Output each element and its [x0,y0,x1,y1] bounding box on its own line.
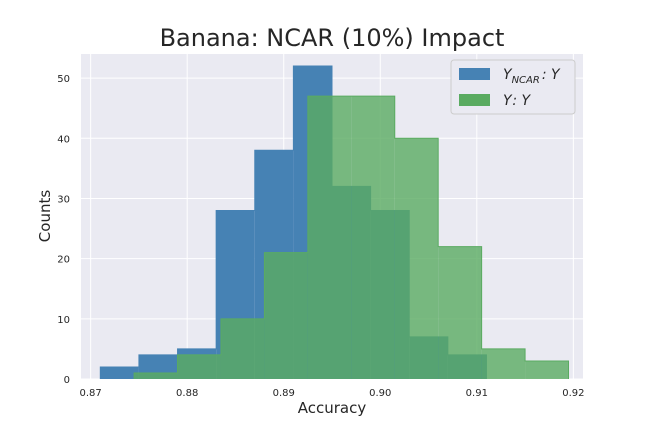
legend-label-clean: Y: Y [503,93,532,109]
x-tick-label: 0.91 [466,388,488,399]
y-axis-label: Counts [36,190,54,243]
x-tick-label: 0.87 [80,388,102,399]
histogram-bar [438,246,482,379]
series-1-bars [133,95,570,379]
y-tick-label: 30 [57,194,70,205]
histogram-bars [99,65,570,379]
histogram-bar [220,318,265,379]
x-tick-label: 0.88 [176,388,198,399]
chart-title: Banana: NCAR (10%) Impact [160,24,505,52]
histogram-bar [264,252,308,379]
x-axis-label: Accuracy [298,399,367,417]
x-tick-label: 0.92 [562,388,584,399]
x-tick-label: 0.90 [369,388,391,399]
x-tick-labels: 0.87 0.88 0.89 0.90 0.91 0.92 [80,388,585,399]
y-tick-label: 10 [57,315,70,326]
histogram-bar [525,360,569,379]
histogram-bar [100,366,139,379]
legend-label-ncar: YNCAR: Y [503,67,561,86]
series-1-outline [133,95,570,379]
legend: YNCAR: Y Y: Y [450,59,576,115]
y-tick-labels: 0 10 20 30 40 50 [57,74,70,386]
histogram-bar [134,372,178,379]
histogram-bar [177,354,221,379]
histogram-bar [351,96,395,379]
legend-swatch-ncar [459,68,490,80]
histogram-bar [394,138,439,379]
x-tick-label: 0.89 [273,388,295,399]
y-tick-label: 50 [57,74,70,85]
y-tick-label: 40 [57,134,70,145]
histogram-bar [481,348,526,379]
y-tick-label: 0 [64,375,70,386]
y-tick-label: 20 [57,255,70,266]
legend-swatch-clean [459,94,490,106]
histogram-bar [307,96,352,379]
